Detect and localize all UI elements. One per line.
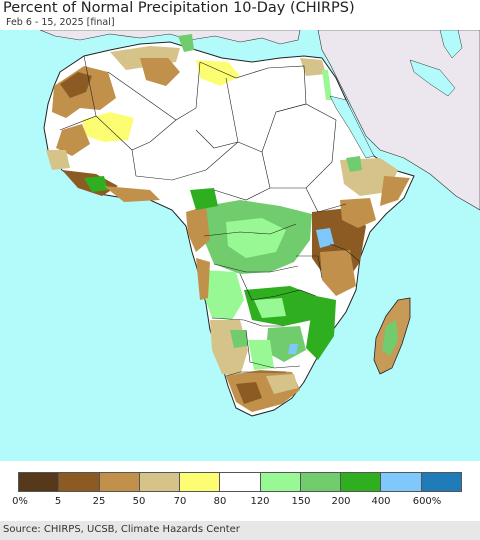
legend-label: 120 xyxy=(250,496,270,507)
lake-kariba xyxy=(288,344,298,354)
precipitation-map xyxy=(0,30,480,461)
south-africa-tan xyxy=(266,374,298,394)
legend-swatch xyxy=(300,473,342,491)
zambia-light xyxy=(254,298,286,318)
south-africa-dark xyxy=(236,382,262,404)
legend-label: 5 xyxy=(54,496,62,507)
legend-swatch xyxy=(19,473,60,491)
mauritania-brown xyxy=(56,124,90,156)
guinea-green xyxy=(84,176,108,192)
cameroon-green xyxy=(190,188,218,210)
country-borders xyxy=(59,55,361,377)
legend-labels: 0% 5 25 50 70 80 120 150 200 400 600% xyxy=(0,496,480,510)
legend-label: 80 xyxy=(213,496,227,507)
legend-label: 200 xyxy=(331,496,351,507)
botswana-mix xyxy=(248,340,274,370)
nile-green xyxy=(322,70,332,100)
algeria-brown xyxy=(140,58,180,86)
legend-swatch xyxy=(180,473,221,491)
legend-swatch xyxy=(139,473,181,491)
angola-coast-brown xyxy=(196,258,210,300)
legend-label: 50 xyxy=(132,496,146,507)
legend-label: 0% xyxy=(12,496,28,507)
legend-label: 70 xyxy=(173,496,187,507)
map-title: Percent of Normal Precipitation 10-Day (… xyxy=(3,0,355,16)
legend-swatch xyxy=(99,473,140,491)
gabon-brown xyxy=(186,206,210,252)
egypt-tan xyxy=(300,58,326,76)
somalia-tan xyxy=(380,176,410,206)
mozambique-green xyxy=(306,296,336,360)
legend-swatch xyxy=(421,473,461,491)
map-subtitle: Feb 6 - 15, 2025 [final] xyxy=(6,17,115,28)
legend-label: 400 xyxy=(371,496,391,507)
legend-swatch xyxy=(381,473,422,491)
legend-label: 150 xyxy=(291,496,311,507)
source-footer: Source: CHIRPS, UCSB, Climate Hazards Ce… xyxy=(0,521,480,540)
ethiopia-green xyxy=(346,156,362,172)
red-sea xyxy=(329,95,375,159)
legend-swatch xyxy=(220,473,261,491)
source-text: Source: CHIRPS, UCSB, Climate Hazards Ce… xyxy=(3,524,240,535)
legend-label: 25 xyxy=(92,496,106,507)
legend-swatch xyxy=(260,473,301,491)
senegal-tan xyxy=(46,150,70,170)
europe-land xyxy=(39,30,301,45)
tanzania-brown xyxy=(320,250,356,296)
kenya-tan xyxy=(340,198,376,228)
namibia-green xyxy=(230,330,248,348)
legend-swatch xyxy=(59,473,100,491)
libya-yellow xyxy=(196,60,240,86)
angola-green xyxy=(204,270,244,320)
lake-victoria xyxy=(316,228,334,248)
madagascar-green xyxy=(382,320,398,356)
congo-light-green xyxy=(226,218,286,258)
persian-gulf xyxy=(409,59,456,97)
legend-swatch xyxy=(341,473,382,491)
legend-label: 600% xyxy=(412,496,442,507)
ivory-coast-tan xyxy=(104,186,160,202)
legend-color-bar xyxy=(18,472,462,492)
caspian-sea xyxy=(439,30,463,59)
morocco-dark xyxy=(60,72,92,98)
tunisia-green xyxy=(178,34,194,52)
